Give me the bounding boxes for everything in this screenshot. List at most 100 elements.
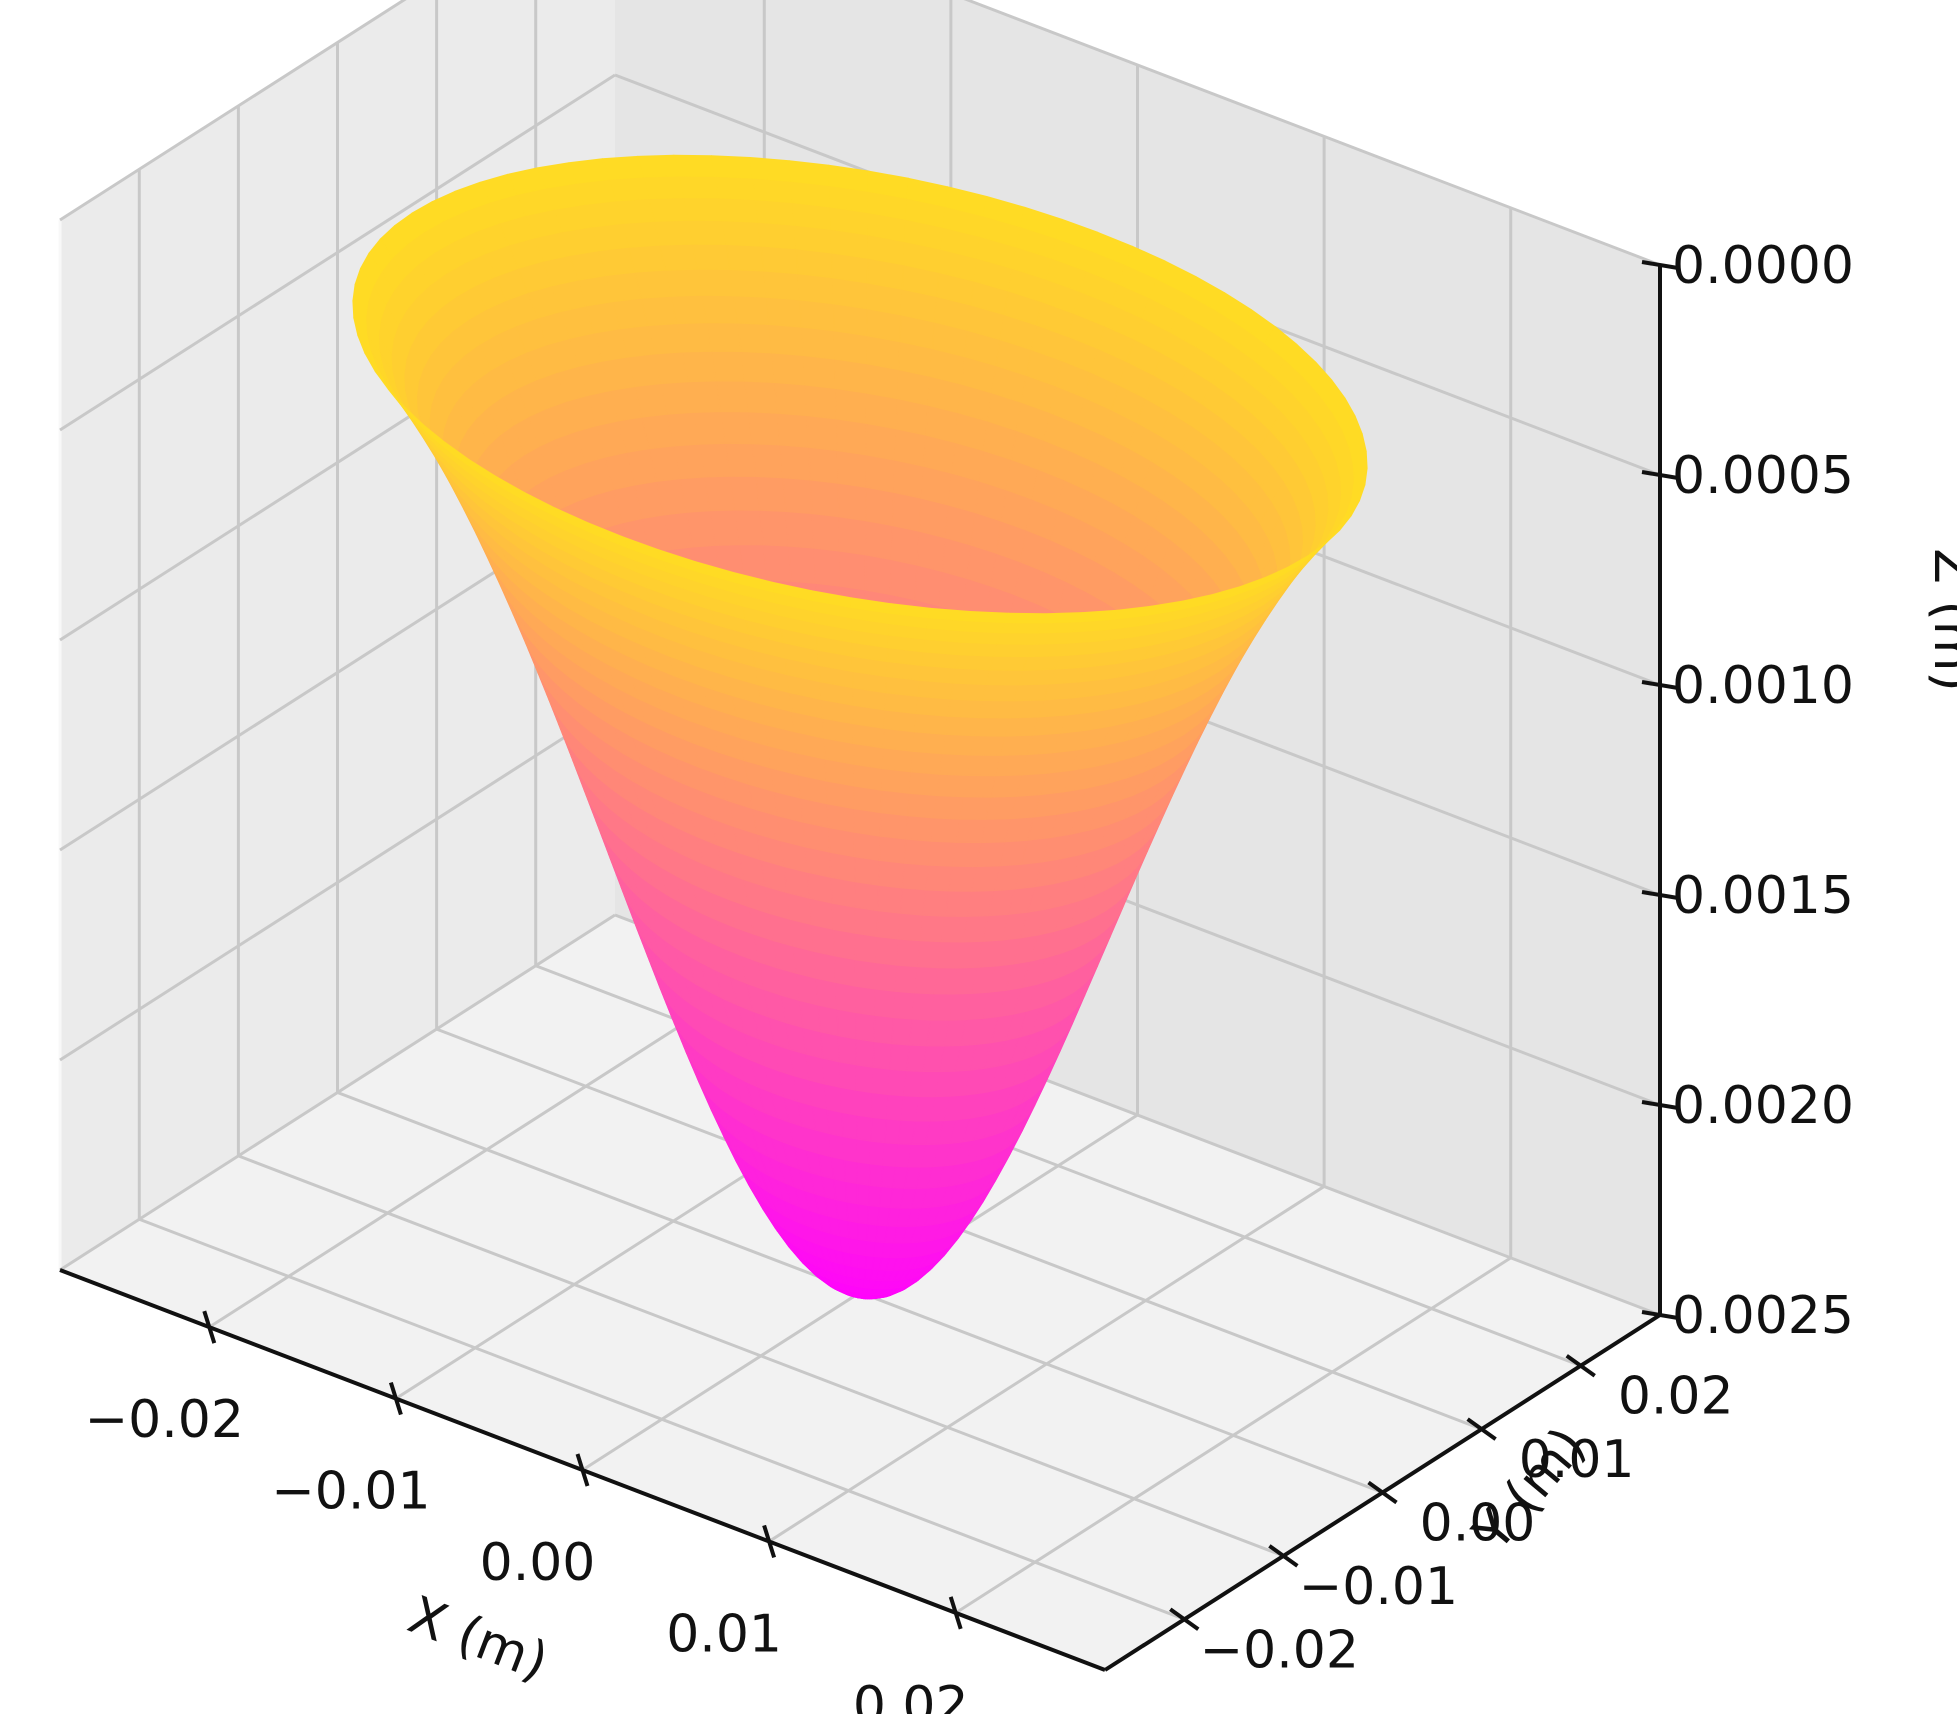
surface-patch	[894, 991, 915, 1019]
surface-patch	[835, 359, 867, 393]
surface-patch	[910, 772, 940, 796]
surface-patch	[865, 555, 891, 595]
surface-patch	[929, 841, 957, 866]
surface-patch	[891, 526, 919, 566]
surface-patch	[938, 942, 962, 968]
z-tick-label: 0.0005	[1672, 446, 1854, 506]
surface-patch	[786, 511, 814, 548]
surface-patch	[854, 832, 880, 860]
surface-patch	[855, 857, 880, 886]
surface-patch	[775, 382, 807, 415]
surface-patch	[760, 510, 789, 546]
surface-patch	[837, 419, 867, 455]
surface-patch	[901, 888, 926, 915]
z-tick-label: 0.0015	[1672, 866, 1854, 926]
z-tick-label: 0.0020	[1672, 1076, 1854, 1136]
surface-patch	[855, 882, 879, 911]
surface-patch	[856, 1013, 875, 1042]
surface-patch	[769, 324, 803, 355]
surface-patch	[839, 1062, 856, 1091]
surface-patch	[827, 1109, 843, 1136]
surface-patch	[840, 551, 866, 590]
surface-patch	[812, 514, 840, 552]
surface-patch	[602, 157, 643, 180]
surface-patch	[899, 913, 923, 941]
surface-patch	[750, 158, 791, 182]
surface-patch	[960, 797, 990, 820]
surface-patch	[638, 155, 679, 177]
surface-patch	[847, 1202, 858, 1223]
surface-patch	[825, 1084, 842, 1112]
surface-patch	[873, 1042, 892, 1070]
surface-patch	[715, 176, 755, 199]
surface-patch	[873, 1067, 891, 1094]
surface-patch	[940, 754, 972, 776]
x-axis-label: X (m)	[400, 1585, 555, 1692]
surface-patch	[783, 478, 812, 514]
surface-patch	[643, 176, 683, 199]
surface-patch	[964, 775, 995, 797]
x-tick-label: 0.00	[480, 1533, 596, 1593]
surface-patch	[734, 296, 770, 325]
surface-patch	[752, 444, 783, 478]
surface-patch	[832, 1157, 846, 1182]
surface-patch	[897, 939, 920, 967]
surface-patch	[660, 244, 698, 270]
surface-patch	[937, 774, 968, 797]
surface-patch	[711, 351, 745, 381]
surface-patch	[986, 670, 1023, 685]
surface-patch	[979, 700, 1014, 717]
surface-patch	[837, 451, 866, 488]
surface-patch	[934, 796, 964, 820]
surface-patch	[833, 929, 855, 959]
surface-patch	[872, 1093, 889, 1119]
surface-patch	[745, 381, 778, 413]
surface-patch	[764, 545, 792, 582]
surface-patch	[866, 423, 896, 460]
surface-patch	[725, 443, 756, 476]
surface-patch	[995, 755, 1027, 776]
surface-patch	[867, 393, 898, 429]
y-tick-label: 0.02	[1618, 1367, 1734, 1427]
surface-patch	[994, 644, 1033, 657]
surface-patch	[834, 1179, 847, 1202]
surface-patch	[716, 381, 749, 412]
surface-patch	[720, 412, 752, 444]
surface-patch	[850, 1253, 858, 1268]
surface-patch	[1023, 656, 1061, 671]
surface-patch	[778, 413, 809, 447]
surface-patch	[730, 269, 766, 297]
surface-patch	[857, 1184, 869, 1206]
surface-patch	[957, 819, 986, 842]
surface-patch	[764, 271, 800, 300]
surface-patch	[693, 244, 731, 269]
surface-patch	[712, 156, 753, 178]
surface-patch	[942, 916, 967, 942]
surface-patch	[741, 351, 775, 382]
surface-patch	[876, 963, 898, 992]
surface-patch	[802, 327, 835, 359]
surface-patch	[1037, 622, 1077, 633]
surface-patch	[836, 982, 856, 1012]
surface-patch	[723, 221, 761, 247]
surface-patch	[726, 244, 763, 271]
surface-patch	[814, 548, 841, 586]
surface-patch	[875, 989, 896, 1018]
surface-patch	[874, 1015, 894, 1043]
surface-patch	[877, 911, 901, 939]
surface-patch	[931, 994, 954, 1020]
surface-patch	[870, 1141, 885, 1165]
surface-patch	[852, 1266, 859, 1278]
surface-patch	[990, 656, 1028, 670]
z-tick-label: 0.0000	[1672, 236, 1854, 296]
surface-patch	[857, 1162, 870, 1185]
surface-patch	[866, 455, 895, 493]
surface-patch	[908, 793, 937, 818]
surface-patch	[1000, 735, 1033, 755]
surface-patch	[649, 198, 688, 222]
surface-patch	[855, 933, 877, 963]
surface-patch	[798, 274, 834, 304]
surface-patch	[805, 385, 837, 419]
surface-patch	[1009, 700, 1044, 718]
